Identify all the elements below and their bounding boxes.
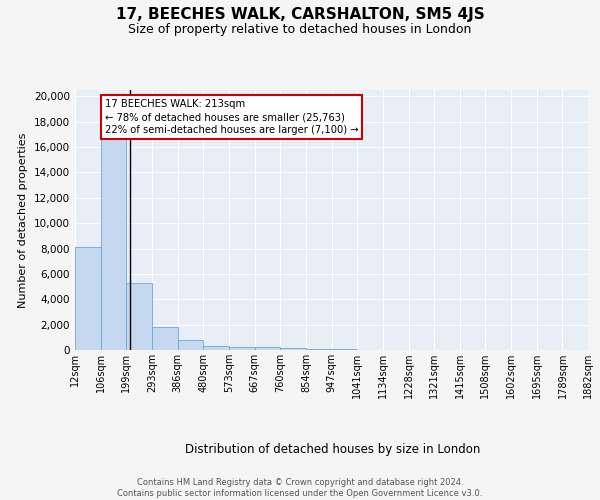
Bar — [127, 283, 152, 350]
Bar — [280, 348, 306, 350]
Bar — [152, 327, 178, 350]
Bar — [254, 348, 280, 350]
Y-axis label: Number of detached properties: Number of detached properties — [19, 132, 28, 308]
Text: Size of property relative to detached houses in London: Size of property relative to detached ho… — [128, 22, 472, 36]
Bar — [306, 348, 331, 350]
Text: Contains HM Land Registry data © Crown copyright and database right 2024.
Contai: Contains HM Land Registry data © Crown c… — [118, 478, 482, 498]
Bar — [203, 346, 229, 350]
Bar — [178, 340, 203, 350]
Bar — [101, 138, 127, 350]
Bar — [75, 248, 101, 350]
Bar — [229, 347, 254, 350]
Text: Distribution of detached houses by size in London: Distribution of detached houses by size … — [185, 442, 481, 456]
Text: 17, BEECHES WALK, CARSHALTON, SM5 4JS: 17, BEECHES WALK, CARSHALTON, SM5 4JS — [116, 8, 484, 22]
Text: 17 BEECHES WALK: 213sqm
← 78% of detached houses are smaller (25,763)
22% of sem: 17 BEECHES WALK: 213sqm ← 78% of detache… — [104, 99, 358, 136]
